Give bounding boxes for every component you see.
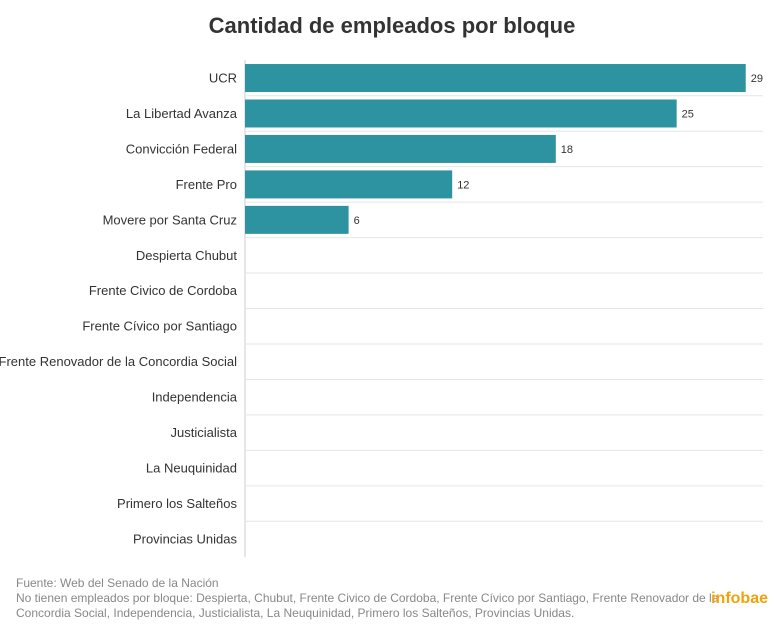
bar (245, 170, 453, 199)
y-tick-label: Primero los Salteños (117, 496, 237, 511)
bar (245, 99, 677, 128)
y-tick-label: Frente Pro (176, 177, 237, 192)
value-label: 25 (682, 108, 694, 120)
y-tick-label: Movere por Santa Cruz (103, 212, 237, 227)
note-line: Concordia Social, Independencia, Justici… (16, 606, 574, 620)
y-tick-label: Frente Civico de Cordoba (89, 283, 238, 298)
y-tick-label: Despierta Chubut (136, 248, 238, 263)
y-tick-label: La Neuquinidad (146, 461, 237, 476)
value-label: 29 (751, 73, 763, 85)
y-tick-label: Provincias Unidas (133, 531, 238, 546)
value-label: 6 (354, 215, 360, 227)
bar (245, 205, 349, 234)
y-tick-label: Justicialista (171, 425, 238, 440)
note-line: No tienen empleados por bloque: Despiert… (16, 591, 719, 605)
y-tick-label: Convicción Federal (126, 141, 237, 156)
bar (245, 64, 746, 93)
y-tick-label: Independencia (152, 390, 238, 405)
y-tick-label: Frente Renovador de la Concordia Social (0, 354, 237, 369)
value-label: 12 (457, 179, 469, 191)
bar (245, 134, 556, 163)
y-tick-label: La Libertad Avanza (126, 106, 238, 121)
y-tick-label: Frente Cívico por Santiago (82, 319, 237, 334)
logo: infobae (711, 590, 768, 607)
source: Fuente: Web del Senado de la Nación (16, 576, 219, 590)
y-tick-label: UCR (209, 70, 237, 85)
chart-title: Cantidad de empleados por bloque (209, 13, 576, 38)
value-label: 18 (561, 144, 573, 156)
